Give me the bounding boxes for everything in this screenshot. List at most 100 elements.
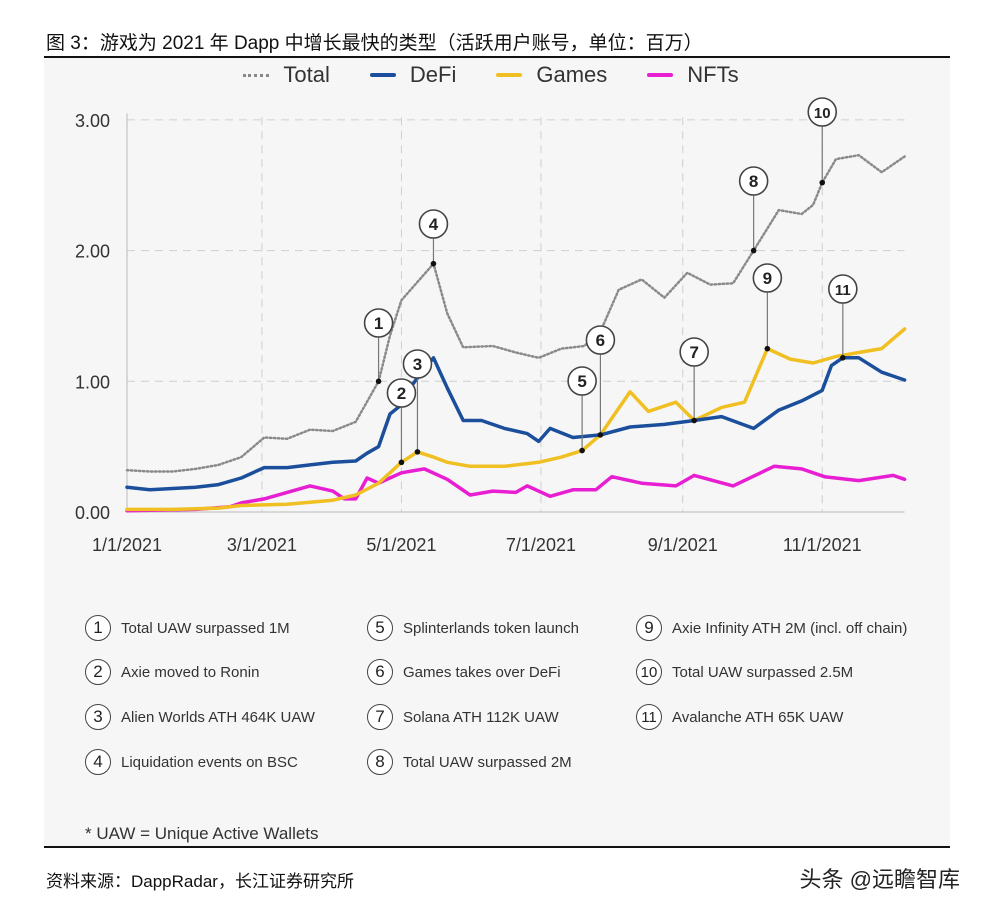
annotation-callout-3: 3 — [402, 349, 433, 455]
callout-point — [375, 378, 382, 385]
y-tick-label: 1.00 — [75, 372, 110, 392]
callout-number: 3 — [413, 355, 422, 374]
annotation-text: Splinterlands token launch — [403, 619, 579, 637]
annotation-text: Alien Worlds ATH 464K UAW — [121, 708, 315, 726]
callout-circle — [738, 166, 769, 196]
callout-circle — [363, 308, 394, 338]
annotation-text: Total UAW surpassed 2M — [403, 753, 572, 771]
annotation-key-item: 3 Alien Worlds ATH 464K UAW — [85, 704, 315, 730]
callout-number: 10 — [814, 105, 831, 122]
annotation-text: Liquidation events on BSC — [121, 753, 298, 771]
callout-point — [840, 354, 846, 361]
callout-point — [691, 417, 697, 424]
annotation-number: 2 — [85, 659, 111, 685]
y-tick-label: 2.00 — [75, 242, 110, 262]
callout-circle — [418, 209, 449, 239]
callout-point — [414, 449, 421, 455]
annotation-number: 3 — [85, 704, 111, 730]
annotation-key-item: 8 Total UAW surpassed 2M — [367, 749, 572, 775]
x-tick-label: 1/1/2021 — [92, 535, 162, 555]
callout-point — [819, 179, 826, 186]
x-tick-label: 3/1/2021 — [227, 535, 297, 555]
legend-swatch-games — [496, 73, 523, 77]
legend-label: DeFi — [409, 62, 457, 87]
footnote: * UAW = Unique Active Wallets — [85, 824, 319, 843]
y-tick-label: 3.00 — [75, 111, 110, 131]
legend-swatch-nfts — [647, 73, 674, 77]
legend-label: NFTs — [687, 62, 739, 87]
annotation-callout-11: 11 — [828, 274, 858, 361]
legend-swatch-total — [243, 73, 270, 77]
legend-item-nfts: NFTs — [647, 62, 739, 88]
callout-circle — [386, 378, 417, 408]
annotation-text: Axie Infinity ATH 2M (incl. off chain) — [672, 619, 908, 637]
callout-number: 8 — [749, 172, 758, 191]
annotation-callout-7: 7 — [679, 337, 709, 424]
x-tick-label: 5/1/2021 — [366, 535, 436, 555]
callout-circle — [679, 337, 709, 367]
annotation-text: Solana ATH 112K UAW — [403, 708, 559, 726]
callout-circle — [567, 366, 597, 396]
annotation-key-item: 5 Splinterlands token launch — [367, 615, 579, 641]
annotation-number: 10 — [636, 659, 662, 685]
annotation-number: 11 — [636, 704, 662, 730]
callout-number: 4 — [429, 215, 439, 234]
annotation-callout-6: 6 — [585, 325, 616, 438]
callout-number: 2 — [397, 384, 406, 403]
annotation-callout-9: 9 — [752, 263, 783, 352]
callout-circle — [402, 349, 433, 379]
annotation-key-item: 1 Total UAW surpassed 1M — [85, 615, 290, 641]
annotation-number: 6 — [367, 659, 393, 685]
series-line-defi — [125, 356, 907, 492]
legend-swatch-defi — [369, 73, 396, 77]
legend-item-defi: DeFi — [369, 62, 457, 88]
watermark: 头条 @远瞻智库 — [799, 867, 960, 892]
top-rule — [44, 56, 950, 58]
bottom-rule — [44, 846, 950, 848]
annotation-number: 1 — [85, 615, 111, 641]
callout-point — [750, 247, 757, 254]
annotation-callout-4: 4 — [418, 209, 449, 267]
x-tick-label: 7/1/2021 — [506, 535, 576, 555]
series-line-nfts — [125, 464, 907, 513]
callout-circle — [828, 274, 858, 304]
annotation-key-item: 7 Solana ATH 112K UAW — [367, 704, 559, 730]
callout-number: 1 — [374, 314, 383, 333]
annotation-number: 7 — [367, 704, 393, 730]
annotation-key-item: 6 Games takes over DeFi — [367, 659, 561, 685]
annotation-callout-2: 2 — [386, 378, 417, 466]
annotation-callout-8: 8 — [738, 166, 769, 254]
callout-point — [597, 432, 604, 438]
series-line-games — [125, 327, 907, 512]
annotation-number: 4 — [85, 749, 111, 775]
chart-panel — [44, 58, 950, 847]
callout-number: 11 — [835, 282, 851, 299]
annotation-text: Avalanche ATH 65K UAW — [672, 708, 844, 726]
annotation-number: 5 — [367, 615, 393, 641]
x-tick-label: 11/1/2021 — [783, 535, 862, 555]
annotation-callout-1: 1 — [363, 308, 394, 385]
callout-circle — [752, 263, 783, 293]
annotation-key-item: 2 Axie moved to Ronin — [85, 659, 259, 685]
legend-label: Total — [283, 62, 330, 87]
y-tick-label: 0.00 — [75, 503, 110, 523]
annotation-key-item: 9 Axie Infinity ATH 2M (incl. off chain) — [636, 615, 907, 641]
legend: Total DeFi Games NFTs — [0, 62, 982, 88]
callout-point — [764, 345, 771, 352]
annotation-text: Total UAW surpassed 1M — [121, 619, 290, 637]
series-line-total — [125, 153, 906, 473]
annotation-callout-10: 10 — [807, 97, 838, 186]
annotation-key-item: 4 Liquidation events on BSC — [85, 749, 298, 775]
source-note: 资料来源：DappRadar，长江证券研究所 — [46, 872, 354, 891]
callout-point — [430, 260, 437, 267]
legend-item-total: Total — [243, 62, 330, 88]
annotation-text: Games takes over DeFi — [403, 663, 561, 681]
annotation-key-item: 11 Avalanche ATH 65K UAW — [636, 704, 843, 730]
legend-item-games: Games — [496, 62, 607, 88]
callout-number: 9 — [763, 269, 772, 288]
annotation-callout-5: 5 — [567, 366, 597, 454]
callout-circle — [585, 325, 616, 355]
annotation-text: Total UAW surpassed 2.5M — [672, 663, 854, 681]
callout-number: 6 — [596, 331, 605, 350]
callout-circle — [807, 97, 838, 127]
